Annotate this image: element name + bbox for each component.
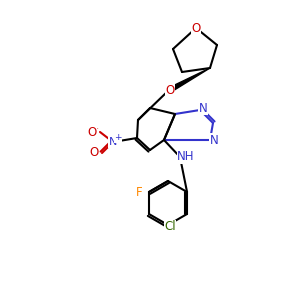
Text: O: O (191, 22, 201, 34)
Text: ⁻: ⁻ (94, 127, 98, 136)
Text: O: O (165, 85, 175, 98)
Text: N: N (109, 137, 117, 147)
Text: NH: NH (177, 151, 195, 164)
Text: O: O (89, 146, 99, 160)
Polygon shape (167, 68, 210, 93)
Text: F: F (136, 185, 142, 199)
Text: O: O (87, 125, 97, 139)
Text: Cl: Cl (164, 220, 176, 233)
Text: N: N (199, 101, 207, 115)
Text: +: + (114, 134, 122, 142)
Text: N: N (210, 134, 218, 146)
